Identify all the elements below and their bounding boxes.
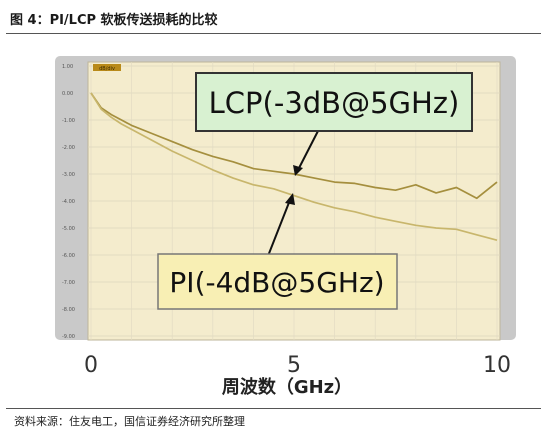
y-tick-label: -8.00 <box>62 307 75 313</box>
y-tick-label: -2.00 <box>62 145 75 151</box>
figure-title: 图 4：PI/LCP 软板传送损耗的比较 <box>10 13 218 28</box>
y-tick-label: -3.00 <box>62 172 75 178</box>
source-note: 资料来源：住友电工，国信证券经济研究所整理 <box>14 415 245 428</box>
y-tick-label: -4.00 <box>62 199 75 205</box>
y-tick-label: -9.00 <box>62 334 75 340</box>
y-tick-label: -7.00 <box>62 280 75 286</box>
x-tick-labels: 0 5 10 <box>84 353 511 378</box>
lcp-arrow-line <box>297 130 319 171</box>
pi-arrow-head <box>285 193 295 205</box>
bottom-divider <box>6 408 541 409</box>
pi-annotation-box <box>157 253 398 310</box>
top-divider <box>6 33 541 34</box>
y-tick-label: 0.00 <box>62 91 73 97</box>
y-tick-label: -6.00 <box>62 253 75 259</box>
legend-tag: dB/div <box>93 64 121 72</box>
y-tick-label: 1.00 <box>62 64 73 70</box>
legend-tag-text: dB/div <box>99 66 115 72</box>
legend-tag-box <box>93 64 121 71</box>
pi-arrow-line <box>267 199 291 257</box>
series-lines <box>90 92 498 242</box>
annotations: LCP(-3dB@5GHz) PI(-4dB@5GHz) <box>157 72 473 310</box>
x-axis-label: 周波数（GHz） <box>222 376 352 398</box>
series-line-pi <box>90 92 498 242</box>
pi-annotation-label: PI(-4dB@5GHz) <box>169 266 384 299</box>
lcp-arrow-head <box>293 165 303 176</box>
y-tick-labels: 1.00 0.00 -1.00 -2.00 -3.00 -4.00 -5.00 -6.00 -7… <box>62 64 75 340</box>
x-tick-label: 10 <box>483 353 511 378</box>
series-line-lcp <box>90 92 498 200</box>
y-tick-label: -1.00 <box>62 118 75 124</box>
lcp-annotation-box <box>195 72 473 132</box>
lcp-annotation-label: LCP(-3dB@5GHz) <box>209 86 460 120</box>
x-tick-label: 0 <box>84 353 98 378</box>
y-tick-label: -5.00 <box>62 226 75 232</box>
x-tick-label: 5 <box>287 353 301 378</box>
